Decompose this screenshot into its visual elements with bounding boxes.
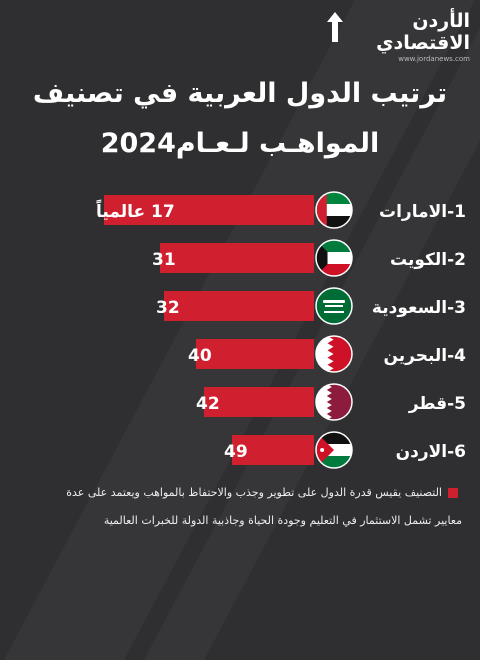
brand-url: www.jordanews.com xyxy=(398,55,470,63)
bar-value-label: 31 xyxy=(152,250,176,270)
bar xyxy=(160,243,314,273)
qatar-flag-icon xyxy=(316,384,352,420)
bar xyxy=(232,435,314,465)
category-label: 2-الكويت xyxy=(390,250,466,270)
bar-row: 17 عالمياً 1-الامارات xyxy=(96,191,466,229)
bar-row: 32 3-السعودية xyxy=(156,287,466,325)
bar-value-label: 49 xyxy=(224,442,248,462)
bar-row: 31 2-الكويت xyxy=(152,239,466,277)
category-label: 5-قطر xyxy=(408,394,466,414)
bar-row: 42 5-قطر xyxy=(196,383,466,421)
bar xyxy=(204,387,314,417)
brand-name: الأردن الاقتصادي xyxy=(376,10,470,54)
saudi-flag-icon xyxy=(316,288,352,324)
bar xyxy=(104,195,314,225)
footnote-text-1: التصنيف يقيس قدرة الدول على تطوير وجذب و… xyxy=(66,486,442,499)
bar xyxy=(164,291,314,321)
bar-value-label: 40 xyxy=(188,346,212,366)
category-label: 6-الاردن xyxy=(396,442,466,462)
chart-title-line-2: المواهـب لـعـام2024 xyxy=(100,128,380,159)
bar-value-label: 17 عالمياً xyxy=(96,198,175,222)
bahrain-flag-icon xyxy=(316,336,352,372)
category-label: 4-البحرين xyxy=(383,346,466,366)
bar-value-label: 32 xyxy=(156,298,180,318)
bullet-square-icon xyxy=(448,488,458,498)
chart-title-line-1: ترتيب الدول العربية في تصنيف xyxy=(32,78,448,109)
footnote-line-2: معايير تشمل الاستثمار في التعليم وجودة ا… xyxy=(103,514,462,527)
bar xyxy=(196,339,314,369)
ranking-bar-chart: 17 عالمياً 1-الامارات 31 2-الكويت 32 3-السعود… xyxy=(96,191,466,469)
category-label: 1-الامارات xyxy=(379,202,466,222)
category-label: 3-السعودية xyxy=(372,298,466,318)
footnote-line-1: التصنيف يقيس قدرة الدول على تطوير وجذب و… xyxy=(14,486,458,499)
bar-row: 49 6-الاردن xyxy=(224,431,466,469)
brand-logo: الأردن الاقتصادي www.jordanews.com xyxy=(327,10,471,63)
arrow-up-icon xyxy=(327,12,343,42)
bar-value-label: 42 xyxy=(196,394,220,414)
bar-row: 40 4-البحرين xyxy=(188,335,466,373)
